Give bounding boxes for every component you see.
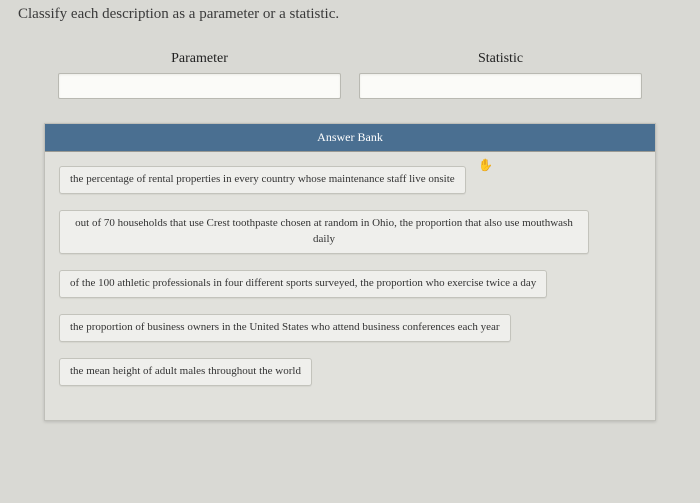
statistic-label: Statistic [359,51,642,67]
grab-cursor-icon: ✋ [478,157,493,174]
answer-row: the mean height of adult males throughou… [59,358,641,402]
answer-item[interactable]: the mean height of adult males throughou… [59,358,312,386]
instruction-text: Classify each description as a parameter… [18,6,682,23]
statistic-drop-zone[interactable] [359,73,642,99]
answer-bank: Answer Bank the percentage of rental pro… [44,123,656,421]
answer-item[interactable]: out of 70 households that use Crest toot… [59,210,589,254]
category-statistic: Statistic [359,51,642,99]
page: Classify each description as a parameter… [0,0,700,439]
answer-row: the percentage of rental properties in e… [59,166,641,210]
answer-row: the proportion of business owners in the… [59,314,641,358]
answer-item[interactable]: the proportion of business owners in the… [59,314,511,342]
answer-bank-body: the percentage of rental properties in e… [45,152,655,420]
answer-row: of the 100 athletic professionals in fou… [59,270,641,314]
answer-bank-header: Answer Bank [45,124,655,152]
parameter-drop-zone[interactable] [58,73,341,99]
answer-row: out of 70 households that use Crest toot… [59,210,641,270]
answer-item[interactable]: of the 100 athletic professionals in fou… [59,270,547,298]
category-row: Parameter Statistic [58,51,642,99]
category-parameter: Parameter [58,51,341,99]
parameter-label: Parameter [58,51,341,67]
answer-item[interactable]: the percentage of rental properties in e… [59,166,466,194]
